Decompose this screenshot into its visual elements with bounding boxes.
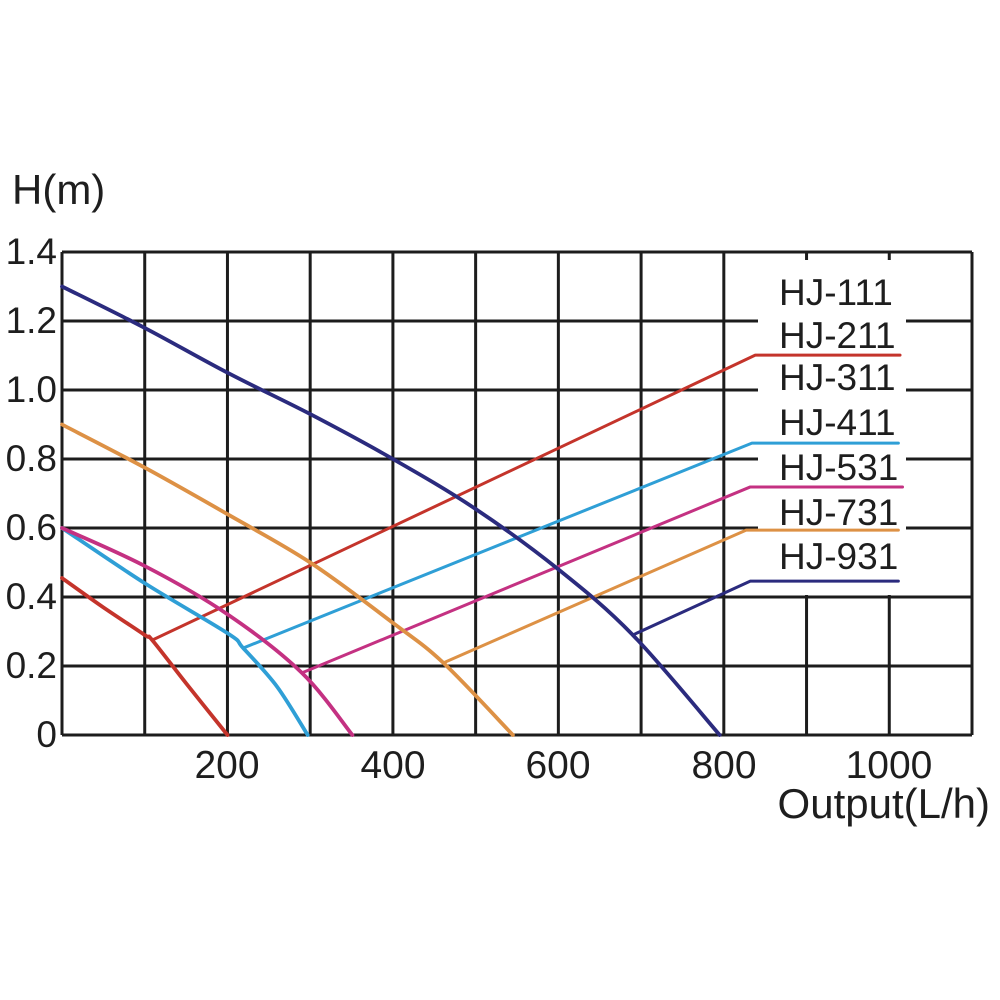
y-tick-label: 0.2 bbox=[5, 645, 57, 686]
y-tick-label: 0.6 bbox=[5, 507, 57, 548]
y-tick-label: 0.8 bbox=[5, 438, 57, 479]
x-tick-label: 600 bbox=[525, 744, 591, 787]
legend-item-hj-731: HJ-731 bbox=[779, 492, 899, 533]
y-tick-label: 0 bbox=[36, 714, 57, 755]
y-axis-title: H(m) bbox=[12, 166, 106, 213]
legend-item-hj-411: HJ-411 bbox=[779, 402, 896, 443]
legend-item-hj-931: HJ-931 bbox=[779, 536, 899, 577]
y-tick-label: 1.0 bbox=[5, 369, 57, 410]
legend-item-hj-531: HJ-531 bbox=[779, 447, 899, 488]
y-tick-label: 0.4 bbox=[5, 576, 57, 617]
legend-item-hj-311: HJ-311 bbox=[779, 357, 896, 398]
x-tick-label: 400 bbox=[360, 744, 426, 787]
x-tick-label: 200 bbox=[194, 744, 260, 787]
legend-item-hj-211: HJ-211 bbox=[779, 315, 896, 356]
x-tick-label: 800 bbox=[691, 744, 757, 787]
legend-item-hj-111: HJ-111 bbox=[779, 272, 893, 313]
y-tick-label: 1.2 bbox=[5, 300, 57, 341]
y-tick-label: 1.4 bbox=[5, 231, 57, 272]
x-axis-title: Output(L/h) bbox=[777, 780, 990, 827]
x-tick-label: 1000 bbox=[845, 744, 933, 787]
